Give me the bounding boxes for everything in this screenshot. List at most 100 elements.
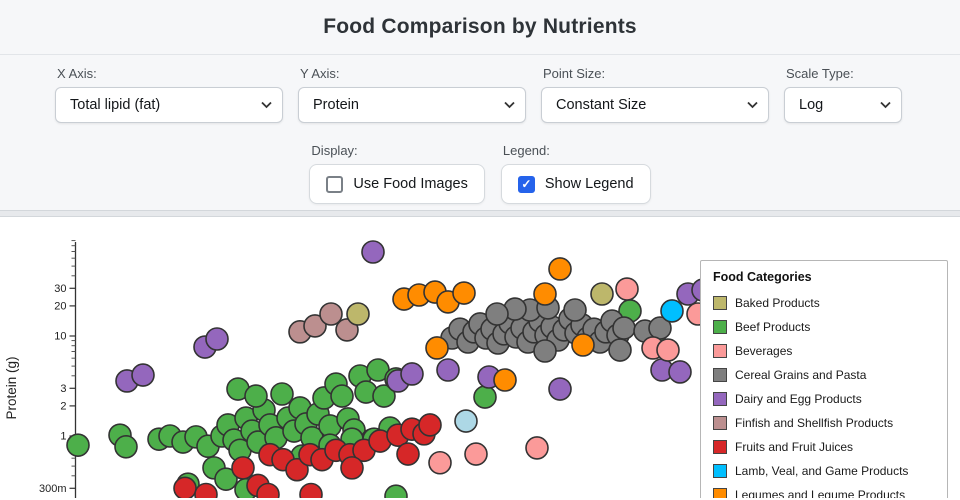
chart-area: 30 20 10 3 2 1 300m Protein (g) Food Categories…: [0, 217, 960, 498]
legend-item: Beverages: [713, 339, 935, 363]
y-axis-select[interactable]: Protein: [298, 87, 526, 123]
x-axis-label: X Axis:: [57, 66, 97, 81]
scatter-point[interactable]: [615, 277, 639, 301]
point-size-select[interactable]: Constant Size: [541, 87, 769, 123]
y-axis-value: Protein: [313, 97, 359, 113]
legend-item-label: Beverages: [735, 344, 793, 358]
legend-item-label: Finfish and Shellfish Products: [735, 416, 894, 430]
legend-item-label: Cereal Grains and Pasta: [735, 368, 867, 382]
scatter-point[interactable]: [608, 338, 632, 362]
scatter-point[interactable]: [656, 338, 680, 362]
y-axis-group: Y Axis: Protein: [298, 66, 526, 123]
y-tick-label: 2: [60, 400, 66, 412]
chevron-down-icon: [880, 101, 891, 109]
point-size-label: Point Size:: [543, 66, 606, 81]
y-tick-label: 300m: [39, 483, 67, 495]
legend-swatch: [713, 488, 727, 498]
scatter-point[interactable]: [668, 360, 692, 384]
scatter-point[interactable]: [173, 476, 197, 498]
scatter-point[interactable]: [270, 382, 294, 406]
scatter-plot: 30 20 10 3 2 1 300m Protein (g): [4, 240, 715, 498]
scatter-point[interactable]: [548, 257, 572, 281]
y-tick-label: 20: [54, 300, 66, 312]
scatter-point[interactable]: [485, 302, 509, 326]
scatter-point[interactable]: [131, 363, 155, 387]
legend-swatch: [713, 344, 727, 358]
x-axis-select[interactable]: Total lipid (fat): [55, 87, 283, 123]
scatter-point[interactable]: [244, 384, 268, 408]
x-axis-group: X Axis: Total lipid (fat): [55, 66, 283, 123]
scatter-point[interactable]: [473, 385, 497, 409]
scatter-point[interactable]: [194, 482, 218, 498]
point-size-value: Constant Size: [556, 97, 647, 113]
scatter-point[interactable]: [231, 456, 255, 480]
scatter-point[interactable]: [454, 409, 478, 433]
y-axis-label: Y Axis:: [300, 66, 340, 81]
y-axis-title: Protein (g): [4, 356, 19, 419]
scatter-point[interactable]: [436, 358, 460, 382]
scatter-point[interactable]: [418, 413, 442, 437]
scatter-point[interactable]: [303, 314, 327, 338]
scatter-point[interactable]: [563, 298, 587, 322]
scatter-point[interactable]: [299, 482, 323, 498]
scatter-point[interactable]: [340, 456, 364, 480]
scatter-point[interactable]: [335, 318, 359, 342]
y-tick-label: 1: [60, 431, 66, 443]
scatter-point[interactable]: [533, 282, 557, 306]
scatter-point[interactable]: [548, 377, 572, 401]
scale-type-group: Scale Type: Log: [784, 66, 902, 123]
scatter-point[interactable]: [396, 442, 420, 466]
scatter-point[interactable]: [660, 299, 684, 323]
scatter-point[interactable]: [384, 484, 408, 498]
legend-swatch: [713, 320, 727, 334]
scatter-point[interactable]: [493, 368, 517, 392]
scatter-point[interactable]: [114, 434, 138, 459]
legend-swatch: [713, 296, 727, 310]
scatter-point[interactable]: [319, 302, 343, 326]
use-food-images-checkbox[interactable]: [326, 175, 344, 193]
scatter-point[interactable]: [571, 333, 595, 357]
legend-item: Cereal Grains and Pasta: [713, 363, 935, 387]
legend-toggle-group: Legend: ✓ Show Legend: [500, 143, 651, 204]
scale-type-value: Log: [799, 97, 824, 113]
legend-item-label: Legumes and Legume Products: [735, 488, 906, 498]
scatter-point[interactable]: [256, 482, 280, 498]
chevron-down-icon: [504, 101, 515, 109]
scatter-point[interactable]: [425, 336, 449, 360]
controls-panel: X Axis: Total lipid (fat) Y Axis: Protei…: [0, 55, 960, 210]
scatter-point[interactable]: [214, 467, 238, 491]
scatter-point[interactable]: [205, 327, 229, 351]
scatter-point[interactable]: [372, 384, 396, 408]
scatter-point[interactable]: [612, 316, 636, 340]
display-label: Display:: [311, 143, 358, 158]
scatter-point[interactable]: [285, 457, 309, 482]
scatter-point[interactable]: [400, 362, 424, 386]
app-header: Food Comparison by Nutrients: [0, 0, 960, 55]
legend-item: Beef Products: [713, 315, 935, 339]
show-legend-toggle[interactable]: ✓ Show Legend: [500, 164, 651, 204]
use-food-images-toggle[interactable]: Use Food Images: [309, 164, 485, 204]
scatter-point[interactable]: [346, 302, 370, 326]
show-legend-checkbox[interactable]: ✓: [517, 175, 535, 193]
scatter-point[interactable]: [533, 339, 557, 363]
legend-swatch: [713, 368, 727, 382]
legend-item-label: Dairy and Egg Products: [735, 392, 862, 406]
scatter-point[interactable]: [525, 436, 549, 460]
scatter-point[interactable]: [66, 433, 90, 457]
chevron-down-icon: [747, 101, 758, 109]
page-title: Food Comparison by Nutrients: [323, 15, 637, 38]
scatter-point[interactable]: [590, 282, 614, 306]
scatter-point[interactable]: [464, 442, 488, 466]
legend-item: Legumes and Legume Products: [713, 483, 935, 498]
scatter-point[interactable]: [361, 240, 385, 264]
legend-item-label: Fruits and Fruit Juices: [735, 440, 854, 454]
scale-type-select[interactable]: Log: [784, 87, 902, 123]
scatter-point[interactable]: [452, 281, 476, 305]
legend-swatch: [713, 416, 727, 430]
scatter-point[interactable]: [330, 384, 354, 408]
legend-item-label: Beef Products: [735, 320, 811, 334]
legend-item: Fruits and Fruit Juices: [713, 435, 935, 459]
legend-swatch: [713, 440, 727, 454]
scatter-point[interactable]: [428, 450, 452, 475]
legend-item: Lamb, Veal, and Game Products: [713, 459, 935, 483]
